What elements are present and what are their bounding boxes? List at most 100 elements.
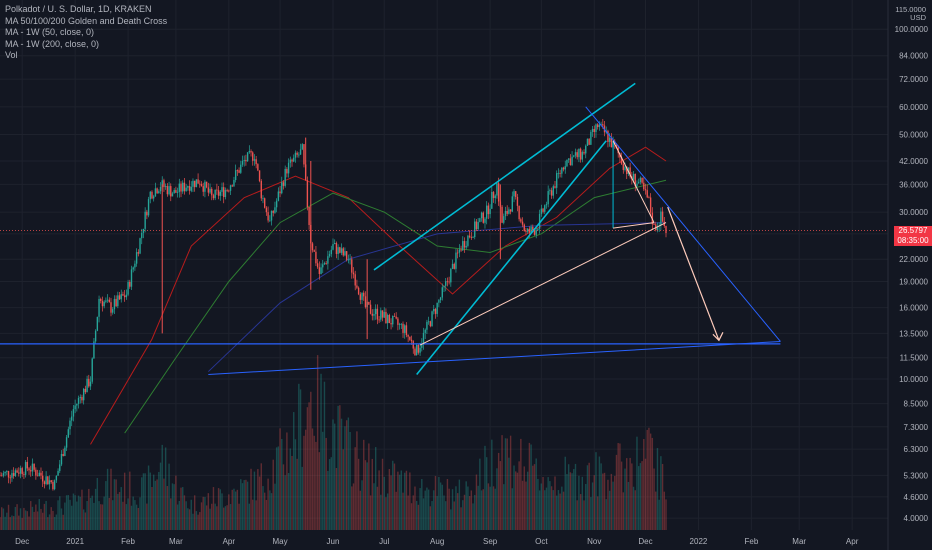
volume-bar (480, 490, 483, 530)
candle-body (361, 292, 363, 300)
candle-body (41, 475, 44, 482)
volume-bar (105, 481, 107, 530)
time-axis[interactable]: Dec 2021 Feb Mar Apr May Jun Jul Aug Sep Oct Nov Dec… (15, 537, 859, 546)
candle-body (74, 405, 76, 410)
candle-body (515, 191, 517, 197)
candle-body (583, 152, 585, 154)
candle-body (644, 189, 647, 191)
volume-bar (661, 463, 664, 530)
time-tick-label: Oct (535, 537, 548, 546)
moving-average-ma50w (207, 222, 667, 372)
pattern-line (419, 222, 667, 346)
candle-body (178, 183, 181, 192)
volume-bar (482, 489, 484, 530)
candle-body (665, 225, 667, 234)
indicator-volume[interactable]: Vol (5, 50, 18, 60)
volume-bar (506, 438, 508, 530)
volume-bar (212, 487, 215, 530)
volume-bar (632, 486, 635, 530)
axis-top-label: 115.0000 (895, 5, 926, 14)
volume-bar (190, 499, 192, 530)
price-tick-label: 4.0000 (904, 514, 929, 523)
volume-bar (173, 484, 175, 530)
volume-bar (521, 480, 524, 530)
time-tick-label: Nov (587, 537, 601, 546)
candle-body (76, 403, 78, 406)
volume-bar (455, 486, 457, 530)
volume-bar (602, 473, 604, 530)
volume-bar (4, 516, 6, 530)
candle-body (436, 302, 438, 314)
candle-body (579, 148, 582, 160)
volume-bar (9, 517, 11, 530)
volume-bar (269, 490, 271, 530)
volume-bar (465, 481, 467, 530)
volume-bar (400, 470, 403, 530)
candle-body (315, 251, 317, 264)
candle-body (569, 158, 572, 166)
candle-body (373, 314, 375, 316)
volume-bar (487, 483, 490, 530)
volume-bar (528, 442, 531, 530)
volume-bar (12, 516, 15, 530)
volume-bar (1, 507, 3, 530)
volume-bar (108, 497, 110, 530)
candle-body (632, 173, 635, 180)
volume-bar (23, 507, 25, 530)
volume-bar (279, 428, 281, 530)
indicator-ma50w[interactable]: MA - 1W (50, close, 0) (5, 27, 95, 37)
volume-bar (81, 489, 83, 530)
volume-bar (318, 452, 321, 530)
volume-bar (462, 500, 464, 530)
candle-body (395, 316, 397, 319)
volume-bar (484, 445, 486, 530)
candle-body (400, 323, 403, 325)
candle-body (374, 308, 377, 315)
volume-bar (28, 516, 30, 530)
volume-bar (422, 498, 425, 530)
volume-bar (134, 500, 136, 530)
candle-body (347, 259, 350, 261)
volume-bar (556, 495, 558, 530)
candle-body (86, 378, 88, 393)
volume-bar (204, 497, 206, 530)
volume-bar (164, 447, 167, 530)
volume-bar (538, 490, 541, 530)
volume-bar (234, 491, 237, 530)
volume-bar (402, 492, 404, 530)
volume-bar (451, 489, 454, 530)
candle-body (591, 128, 594, 132)
candle-body (578, 148, 580, 158)
axis-header: 115.0000 USD (895, 6, 926, 22)
candle-body (405, 325, 408, 336)
trend-drawings[interactable] (0, 82, 888, 375)
candle-body (322, 264, 324, 268)
candle-body (43, 481, 46, 485)
candle-body (123, 295, 126, 298)
volume-bar (603, 472, 606, 530)
indicator-ma200w[interactable]: MA - 1W (200, close, 0) (5, 38, 100, 49)
price-tick-label: 60.0000 (899, 103, 928, 112)
candle-body (304, 164, 307, 181)
grid-lines (0, 0, 888, 530)
symbol-title[interactable]: Polkadot / U. S. Dollar, 1D, KRAKEN (5, 4, 152, 14)
volume-bar (14, 506, 17, 530)
volume-bar (41, 512, 44, 530)
candle-body (316, 263, 319, 268)
candle-body (281, 182, 283, 194)
volume-bar (598, 456, 601, 530)
candle-body (193, 180, 196, 188)
candle-body (513, 191, 515, 197)
volume-bar (533, 464, 536, 530)
candle-body (351, 259, 353, 273)
indicator-ma-set[interactable]: MA 50/100/200 Golden and Death Cross (5, 15, 168, 26)
candle-body (397, 318, 399, 325)
volume-bar (371, 458, 373, 530)
candle-body (204, 181, 206, 192)
volume-bar (158, 471, 160, 530)
volume-bar (229, 504, 232, 530)
volume-bar (233, 488, 235, 530)
candle-body (72, 409, 75, 417)
candle-body (550, 190, 553, 196)
